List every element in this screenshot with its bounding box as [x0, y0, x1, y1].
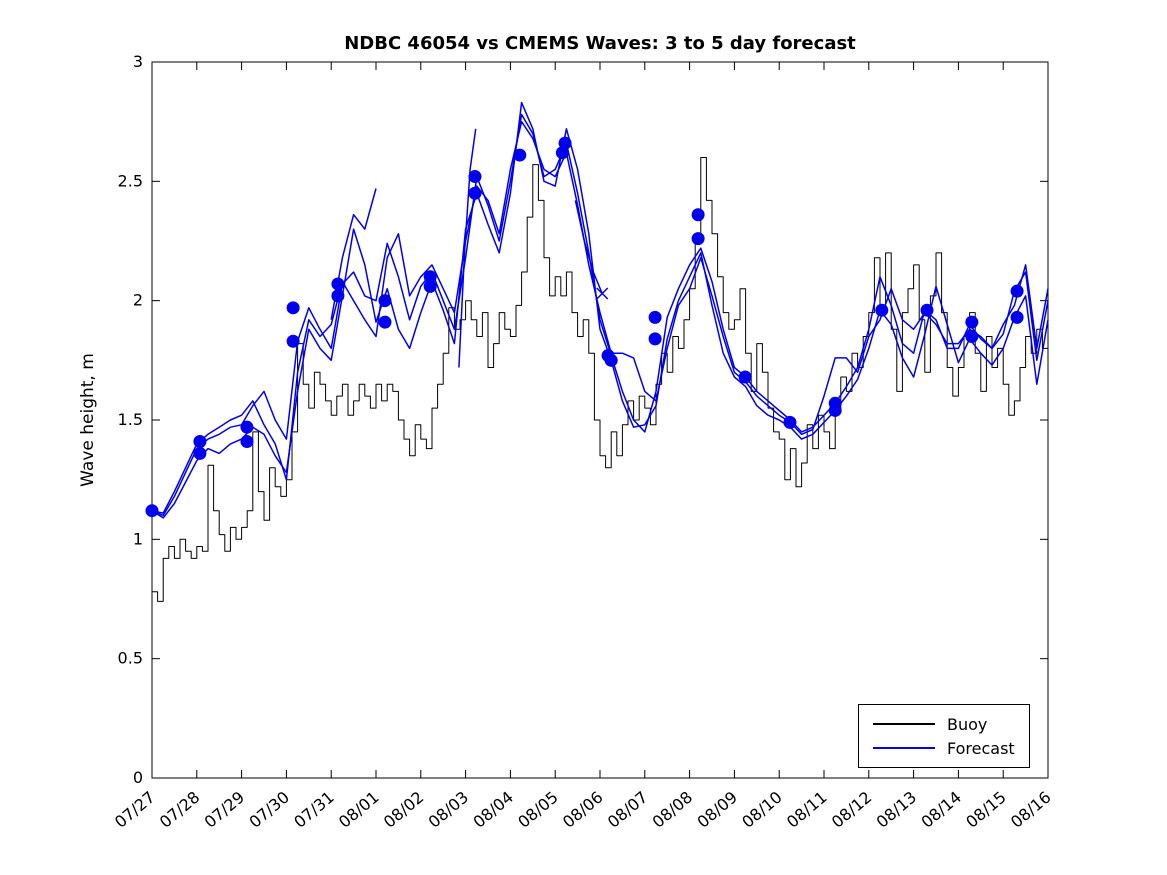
forecast-start-dot [828, 403, 842, 417]
x-tick-label: 08/01 [335, 788, 383, 832]
forecast-start-dot [1010, 310, 1024, 324]
y-tick-label: 2.5 [118, 171, 143, 190]
forecast-start-dot [423, 270, 437, 284]
forecast-x-marker [596, 287, 609, 300]
forecast-start-dot [875, 303, 889, 317]
x-tick-label: 08/11 [783, 788, 831, 832]
forecast-start-dot [691, 232, 705, 246]
legend-entry-forecast: Forecast [873, 736, 1029, 760]
x-tick-label: 08/15 [962, 788, 1010, 832]
forecast-start-dot [965, 315, 979, 329]
forecast-start-dot [145, 504, 159, 518]
x-tick-label: 08/09 [693, 788, 741, 832]
forecast-start-dot [738, 370, 752, 384]
x-tick-label: 08/05 [514, 788, 562, 832]
x-tick-label: 08/08 [649, 788, 697, 832]
legend-box: Buoy Forecast [858, 704, 1030, 768]
y-tick-label: 0 [133, 768, 143, 787]
x-tick-label: 08/12 [828, 788, 876, 832]
forecast-start-dot [604, 353, 618, 367]
forecast-line-swatch [873, 747, 935, 749]
x-tick-label: 08/04 [469, 788, 517, 832]
forecast-start-dot [378, 294, 392, 308]
y-tick-label: 1.5 [118, 410, 143, 429]
x-tick-label: 07/29 [201, 788, 249, 832]
buoy-series-line [152, 157, 1049, 602]
legend-entry-buoy: Buoy [873, 712, 1029, 736]
x-tick-label: 07/27 [111, 788, 159, 832]
forecast-start-dot [468, 186, 482, 200]
forecast-series-line [151, 113, 1049, 517]
x-tick-label: 08/13 [873, 788, 921, 832]
y-tick-label: 0.5 [118, 649, 143, 668]
forecast-start-dot [920, 303, 934, 317]
forecast-start-dot [468, 170, 482, 184]
y-tick-label: 2 [133, 291, 143, 310]
forecast-start-dot [965, 329, 979, 343]
forecast-start-dot [648, 310, 662, 324]
x-tick-label: 08/02 [380, 788, 428, 832]
forecast-start-dot [513, 148, 527, 162]
buoy-line-swatch [873, 723, 935, 725]
forecast-start-dot [691, 208, 705, 222]
forecast-start-dot [286, 301, 300, 315]
x-tick-label: 07/31 [290, 788, 338, 832]
y-tick-label: 1 [133, 529, 143, 548]
forecast-start-dot [286, 334, 300, 348]
forecast-start-dot [423, 279, 437, 293]
forecast-start-dot [648, 332, 662, 346]
forecast-start-dot [558, 136, 572, 150]
x-tick-label: 08/06 [559, 788, 607, 832]
x-tick-label: 07/28 [156, 788, 204, 832]
forecast-start-dot [193, 434, 207, 448]
x-tick-label: 08/16 [1007, 788, 1055, 832]
y-tick-label: 3 [133, 52, 143, 71]
x-tick-label: 08/07 [604, 788, 652, 832]
legend-label-forecast: Forecast [947, 738, 1015, 758]
forecast-start-dot [783, 415, 797, 429]
forecast-start-dot [331, 289, 345, 303]
forecast-start-dot [331, 277, 345, 291]
forecast-series-line [574, 200, 603, 294]
x-tick-label: 08/14 [917, 788, 965, 832]
forecast-start-dot [1010, 284, 1024, 298]
forecast-start-dot [240, 434, 254, 448]
x-tick-label: 07/30 [245, 788, 293, 832]
forecast-series-line [151, 120, 1049, 514]
x-tick-label: 08/03 [425, 788, 473, 832]
forecast-start-dot [240, 420, 254, 434]
legend-label-buoy: Buoy [947, 714, 988, 734]
forecast-start-dot [193, 446, 207, 460]
chart-title: NDBC 46054 vs CMEMS Waves: 3 to 5 day fo… [344, 33, 856, 54]
x-tick-label: 08/10 [738, 788, 786, 832]
forecast-start-dot [378, 315, 392, 329]
forecast-series-line [458, 128, 477, 368]
forecast-series-line [151, 101, 1049, 519]
